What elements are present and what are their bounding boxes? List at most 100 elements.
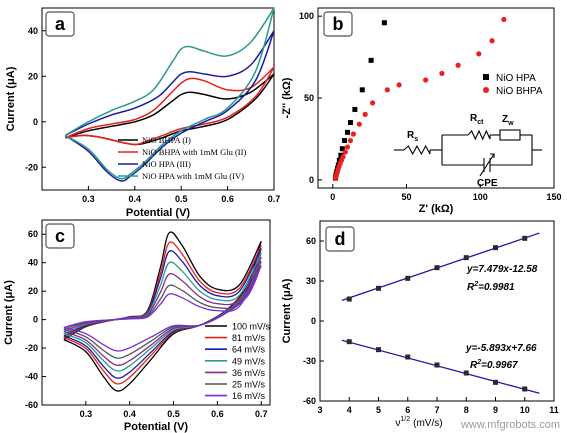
y-tick-label: -30 bbox=[303, 356, 316, 366]
panel-c: 0.3 0.4 0.5 0.6 0.7 -60 -40 -20 0 20 40 60 100 mV/s8… bbox=[3, 219, 271, 433]
data-point-circle bbox=[501, 16, 507, 23]
x-tick-label: 3 bbox=[317, 405, 322, 415]
x-tick-label: 50 bbox=[401, 192, 411, 202]
d-plot-frame bbox=[319, 220, 555, 402]
x-tick-label: 0.7 bbox=[255, 409, 268, 419]
x-tick-label: 100 bbox=[473, 192, 488, 202]
data-point-square bbox=[359, 87, 365, 93]
x-tick-label: 150 bbox=[546, 192, 561, 202]
cv-curve-forward-1 bbox=[64, 73, 275, 139]
x-tick-label: 0.4 bbox=[129, 194, 142, 204]
resistor-symbol bbox=[467, 129, 491, 141]
legend-marker bbox=[483, 87, 489, 93]
data-point-square bbox=[338, 152, 344, 158]
x-tick-label: 0.7 bbox=[268, 194, 281, 204]
data-point-square bbox=[368, 57, 374, 63]
x-axis-label: ν1/2 (mV/s) bbox=[395, 416, 442, 429]
legend-marker bbox=[483, 74, 489, 80]
x-tick-label: 0.3 bbox=[82, 194, 95, 204]
fit-equation: y=7.479x-12.58 bbox=[466, 264, 538, 275]
x-tick-label: 6 bbox=[405, 405, 410, 415]
panel-label: a bbox=[55, 14, 66, 34]
data-point-square bbox=[434, 362, 440, 368]
fit-line bbox=[341, 232, 540, 301]
data-point-square bbox=[347, 120, 353, 126]
r-squared: R2=0.9967 bbox=[470, 359, 518, 371]
y-tick-label: 20 bbox=[28, 71, 38, 81]
panel-d: 3 4 5 6 7 8 9 10 11 -60 -30 0 30 60 y=7.479x-12.58 R2=0… bbox=[281, 220, 559, 429]
cv-curve-reverse-3 bbox=[64, 30, 275, 182]
data-point-square bbox=[339, 146, 345, 152]
y-tick-label: 20 bbox=[28, 286, 38, 296]
y-tick-label: 60 bbox=[28, 229, 38, 239]
data-point-circle bbox=[344, 144, 351, 150]
circuit-label-subscript: w bbox=[507, 120, 514, 127]
data-point-circle bbox=[439, 70, 445, 77]
data-point-square bbox=[405, 275, 411, 281]
data-point-circle bbox=[362, 111, 368, 117]
data-point-square bbox=[434, 265, 440, 271]
data-point-square bbox=[522, 235, 528, 241]
circuit-label: CPE bbox=[477, 178, 498, 189]
x-tick-label: 0.6 bbox=[211, 409, 224, 419]
x-tick-label: 8 bbox=[464, 405, 469, 415]
x-tick-label: 10 bbox=[520, 405, 530, 415]
data-point-circle bbox=[455, 62, 461, 68]
panel-b: 0 50 100 150 0 50 100 NiO HPA NiO BHPA Rs Rct Zw CPE… bbox=[281, 7, 562, 215]
y-tick-label: 30 bbox=[306, 276, 316, 286]
panel-label-box bbox=[325, 226, 355, 252]
data-point-square bbox=[463, 370, 469, 376]
x-axis-label: Potential (V) bbox=[124, 421, 189, 433]
data-point-circle bbox=[423, 77, 429, 83]
data-point-square bbox=[493, 379, 498, 385]
a-plot-frame bbox=[41, 7, 275, 191]
x-tick-label: 0.6 bbox=[221, 194, 234, 204]
data-point-circle bbox=[332, 175, 339, 181]
legend-label: 64 mV/s bbox=[232, 345, 266, 355]
fit-equation: y=-5.893x+7.66 bbox=[465, 343, 537, 354]
panel-label-box bbox=[45, 11, 75, 37]
y-tick-label: -20 bbox=[25, 162, 38, 172]
data-point-circle bbox=[347, 137, 354, 144]
cv-curve-forward-2 bbox=[64, 66, 275, 139]
circuit-label: Rct bbox=[470, 113, 484, 126]
y-axis-label: -Z'' (kΩ) bbox=[281, 77, 293, 118]
panel-label: d bbox=[335, 229, 346, 249]
legend-label: NiO BHPA bbox=[496, 86, 543, 97]
r-squared-value: =0.9967 bbox=[481, 360, 518, 371]
legend-label: NiO BHPA with 1mM Glu (II) bbox=[142, 147, 246, 157]
x-tick-label: 11 bbox=[549, 405, 559, 415]
cv-curve-reverse-2 bbox=[65, 66, 275, 146]
y-tick-label: 40 bbox=[28, 258, 38, 268]
y-tick-label: 0 bbox=[311, 316, 316, 326]
y-axis-label: Current (μA) bbox=[281, 278, 293, 343]
cv-curve-forward bbox=[63, 265, 262, 329]
cv-curve-forward-4 bbox=[64, 7, 275, 137]
panel-label: c bbox=[55, 226, 65, 246]
x-tick-label: 0.5 bbox=[167, 409, 180, 419]
x-tick-label: 7 bbox=[434, 405, 439, 415]
x-tick-label: 0 bbox=[330, 192, 335, 202]
y-tick-label: -40 bbox=[25, 372, 38, 382]
legend-label: 36 mV/s bbox=[232, 368, 266, 378]
circuit-label: Zw bbox=[502, 114, 514, 127]
x-tick-label: 5 bbox=[376, 405, 381, 415]
data-point-square bbox=[352, 106, 358, 112]
data-point-square bbox=[346, 339, 352, 345]
circuit-label: Rs bbox=[407, 130, 418, 143]
y-tick-label: -20 bbox=[25, 343, 38, 353]
panel-a: 0.3 0.4 0.5 0.6 0.7 -20 0 20 40 NiO BHPA (I) NiO B… bbox=[5, 7, 281, 219]
legend-label: 25 mV/s bbox=[232, 380, 266, 390]
x-tick-label: 9 bbox=[493, 405, 498, 415]
cv-curve-reverse bbox=[63, 265, 262, 352]
y-tick-label: 40 bbox=[28, 26, 38, 36]
watermark-text: www.mfgrobots.com bbox=[460, 419, 560, 431]
x-axis-label: Z' (kΩ) bbox=[419, 203, 454, 215]
data-point-circle bbox=[384, 87, 390, 93]
data-point-circle bbox=[356, 121, 362, 127]
data-point-square bbox=[376, 285, 381, 291]
y-tick-label: -60 bbox=[303, 396, 316, 406]
data-point-circle bbox=[396, 82, 402, 88]
legend-label: 100 mV/s bbox=[232, 322, 271, 332]
y-tick-label: 0 bbox=[309, 175, 314, 185]
